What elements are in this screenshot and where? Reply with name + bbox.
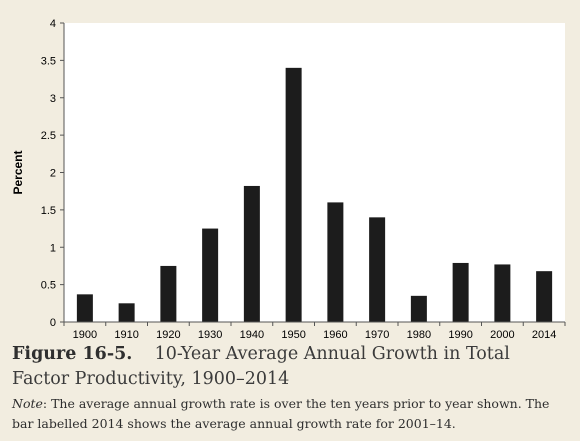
bar-1990	[452, 262, 469, 322]
note-text: : The average annual growth rate is over…	[12, 396, 550, 431]
x-tick-label-1940: 1940	[240, 329, 264, 341]
bar-1970	[369, 217, 386, 322]
x-axis-ticks: 1900 1910 1920 1930 1940 1950 1960 1970 1980 1990…	[63, 322, 566, 341]
bar-1980	[410, 295, 427, 322]
y-tick-label: 1	[50, 242, 56, 254]
x-tick-label-2000: 2000	[490, 329, 514, 341]
bar-1960	[327, 202, 344, 322]
bar-1940	[243, 185, 260, 322]
bar-2014	[536, 271, 553, 322]
bar-chart: 00.511.522.533.54 1900 1910 1920 1930 1940 19…	[11, 18, 566, 341]
y-axis-label: Percent	[11, 150, 25, 194]
y-tick-label: 1.5	[41, 205, 56, 217]
bar-1950	[285, 67, 302, 322]
x-tick-label-1980: 1980	[407, 329, 431, 341]
y-tick-label: 3	[50, 93, 56, 105]
x-tick-label-1900: 1900	[73, 329, 97, 341]
bar-1900	[76, 294, 93, 322]
bar-1930	[202, 228, 219, 322]
bar-2000	[494, 264, 511, 322]
bars	[76, 67, 553, 322]
y-tick-label: 4	[50, 18, 56, 30]
x-tick-label-2014: 2014	[532, 329, 556, 341]
caption-title: Figure 16-5. 10-Year Average Annual Grow…	[12, 342, 572, 392]
caption-note: Note: The average annual growth rate is …	[12, 394, 572, 434]
y-tick-label: 3.5	[41, 55, 56, 67]
x-tick-label-1990: 1990	[448, 329, 472, 341]
note-label: Note	[12, 396, 43, 411]
y-axis-ticks: 0 0.5 1 1.5 2 2.5 3 3.5 4	[41, 18, 64, 329]
figure-title: 10-Year Average Annual Growth in Total F…	[12, 344, 510, 389]
x-tick-label-1950: 1950	[281, 329, 305, 341]
x-tick-label-1910: 1910	[114, 329, 138, 341]
chart-area: 0 0.5 1 1.5 2 2.5 3 3.5 4 1900 1910 1920 1930 1940 19…	[11, 18, 566, 341]
y-tick-label: 2	[50, 168, 56, 180]
x-tick-label-1920: 1920	[156, 329, 180, 341]
y-tick-label: 0	[50, 317, 56, 329]
y-tick-label: 2.5	[41, 130, 56, 142]
bar-1920	[160, 265, 177, 322]
x-tick-label-1930: 1930	[198, 329, 222, 341]
x-tick-label-1960: 1960	[323, 329, 347, 341]
figure-caption: Figure 16-5. 10-Year Average Annual Grow…	[12, 342, 572, 434]
bar-1910	[118, 303, 135, 322]
y-tick-label: 0.5	[41, 280, 56, 292]
plot-background	[64, 23, 565, 322]
figure-number: Figure 16-5.	[12, 344, 133, 364]
x-tick-label-1970: 1970	[365, 329, 389, 341]
